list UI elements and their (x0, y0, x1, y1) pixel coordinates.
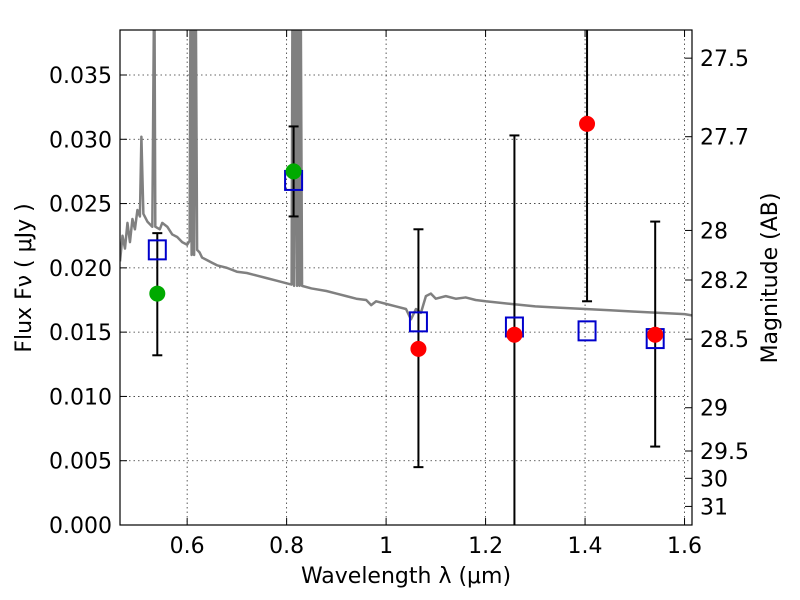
y2-tick-label: 29.5 (700, 440, 749, 465)
x-tick-label: 1.2 (468, 534, 503, 559)
x-tick-label: 0.8 (269, 534, 304, 559)
y2-tick-label: 30 (700, 467, 728, 492)
model-spectrum-line (120, 30, 692, 321)
y-tick-label: 0.020 (49, 257, 112, 282)
optical-flux-point (149, 285, 166, 302)
y2-tick-label: 28.5 (700, 328, 749, 353)
model-spectrum-layer (120, 30, 692, 321)
x-tick-label: 1.6 (667, 534, 702, 559)
y-tick-label: 0.010 (49, 385, 112, 410)
y2-axis-label: Magnitude (AB) (758, 193, 783, 364)
x-tick-label: 1.4 (568, 534, 603, 559)
y-tick-label: 0.025 (49, 193, 112, 218)
x-tick-label: 0.6 (170, 534, 205, 559)
y2-tick-label: 31 (700, 495, 728, 520)
model-photometry-square (408, 311, 428, 333)
y2-tick-label: 28 (700, 219, 728, 244)
axis-ticks: 0.6 0.8 1 1.2 1.4 1.6 0.000 0.005 0.010 0.015 0.02… (49, 30, 749, 559)
y-tick-label: 0.015 (49, 321, 112, 346)
y2-tick-label: 28.2 (700, 269, 749, 294)
grid-lines (120, 30, 692, 525)
nir-flux-point (579, 115, 596, 132)
nir-flux-point (506, 326, 523, 343)
y2-tick-label: 29 (700, 397, 728, 422)
y-tick-label: 0.035 (49, 64, 112, 89)
y-tick-label: 0.030 (49, 128, 112, 153)
data-markers (147, 115, 665, 357)
nir-flux-point (410, 340, 427, 357)
y-tick-label: 0.000 (49, 514, 112, 539)
y2-tick-label: 27.5 (700, 47, 749, 72)
nir-flux-point (647, 326, 664, 343)
model-photometry-square (577, 320, 597, 342)
plot-frame (119, 29, 693, 526)
y-axis-label: Flux Fν ( μJy ) (12, 203, 37, 352)
model-photometry-square (147, 239, 167, 261)
x-tick-label: 1 (379, 534, 393, 559)
y-tick-label: 0.005 (49, 450, 112, 475)
x-axis-label: Wavelength λ (μm) (301, 564, 511, 589)
y2-tick-label: 27.7 (700, 126, 749, 151)
error-bars (152, 30, 661, 525)
optical-flux-point (285, 163, 302, 180)
